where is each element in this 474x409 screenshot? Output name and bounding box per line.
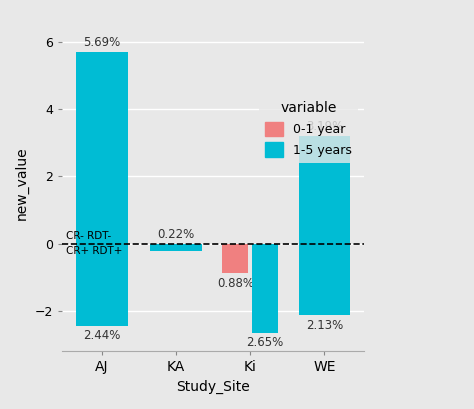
Text: CR- RDT-: CR- RDT-	[66, 231, 111, 240]
X-axis label: Study_Site: Study_Site	[176, 380, 250, 394]
Text: 2.44%: 2.44%	[83, 329, 120, 342]
Text: 3.19%: 3.19%	[306, 120, 343, 133]
Bar	[150, 244, 202, 251]
Bar	[76, 52, 128, 244]
Y-axis label: new_value: new_value	[15, 146, 29, 220]
Bar	[222, 244, 248, 273]
Text: 2.65%: 2.65%	[246, 336, 284, 349]
Text: 5.69%: 5.69%	[83, 36, 120, 49]
Bar	[76, 244, 128, 326]
Text: 0.22%: 0.22%	[157, 228, 195, 241]
Text: 2.13%: 2.13%	[306, 319, 343, 332]
Bar	[252, 244, 278, 333]
Bar	[299, 136, 350, 244]
Bar	[299, 244, 350, 315]
Text: 0.88%: 0.88%	[217, 276, 254, 290]
Legend: 0-1 year, 1-5 years: 0-1 year, 1-5 years	[259, 95, 358, 163]
Text: CR+ RDT+: CR+ RDT+	[66, 247, 123, 256]
